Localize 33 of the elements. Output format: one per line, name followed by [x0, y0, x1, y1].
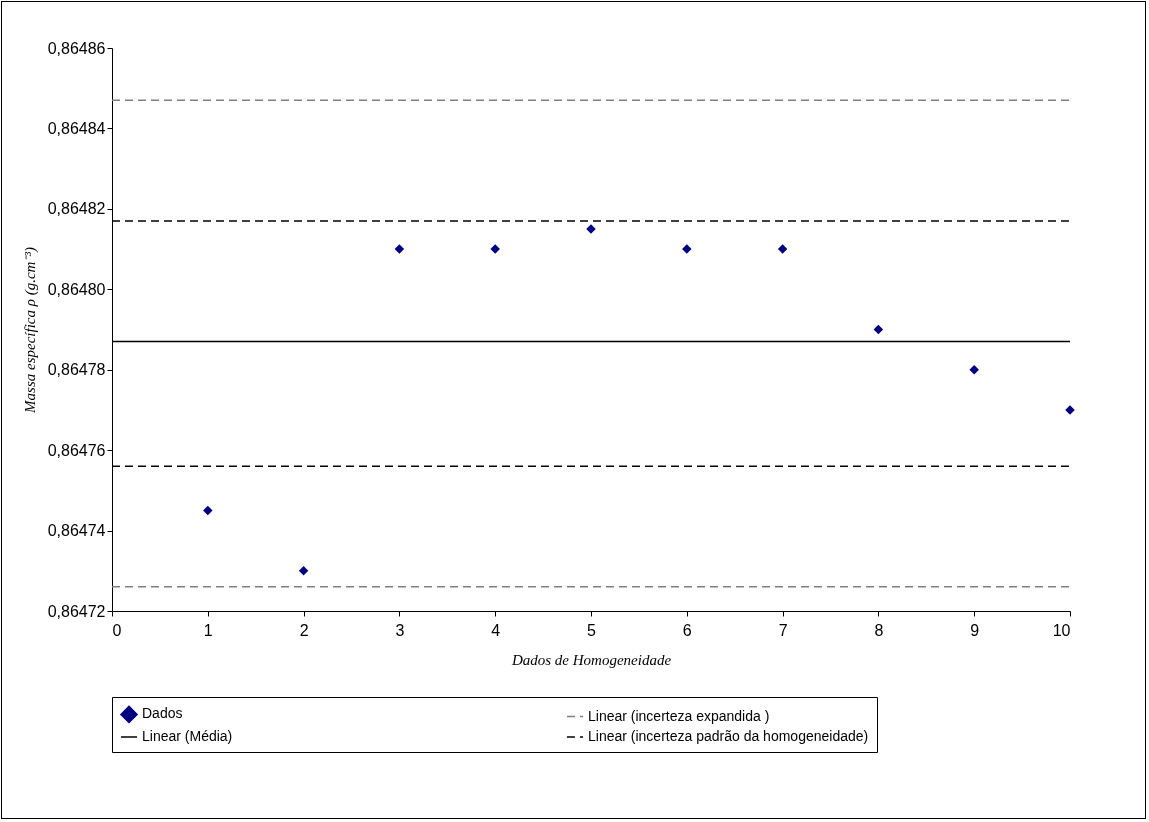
- y-tick-label: 0,86472: [47, 602, 106, 620]
- legend-label: Linear (Média): [142, 728, 233, 744]
- legend-label: Linear (incerteza expandida ): [588, 707, 770, 724]
- y-tick-label: 0,86486: [47, 39, 106, 57]
- x-tick-label: 6: [682, 621, 692, 639]
- x-tick-label: 1: [203, 621, 213, 639]
- point: [777, 244, 788, 254]
- x-tick-label: 10: [1052, 621, 1071, 639]
- x-tick-label: 8: [874, 621, 884, 639]
- legend-label: Linear (incerteza padrão da homogeneidade): [588, 728, 869, 744]
- point: [394, 244, 405, 254]
- point: [873, 324, 884, 335]
- x-tick-label: 2: [299, 621, 309, 639]
- x-tick-label: 4: [491, 621, 501, 639]
- x-tick-label: 3: [395, 621, 405, 639]
- y-tick-label: 0,86482: [47, 200, 106, 218]
- legend-label: Dados: [142, 705, 183, 722]
- point: [298, 566, 309, 576]
- y-tick-label: 0,86478: [47, 361, 106, 379]
- point: [969, 364, 979, 375]
- y-tick-label: 0,86474: [47, 522, 106, 540]
- y-tick-label: 0,86480: [47, 280, 106, 298]
- x-tick-label: 5: [587, 621, 597, 639]
- point: [682, 244, 692, 254]
- x-tick-label: 7: [778, 621, 788, 639]
- y-axis-title: Massa específica ρ (g.cm⁻³): [21, 247, 39, 414]
- point: [490, 244, 500, 254]
- y-tick-label: 0,86484: [47, 119, 106, 137]
- x-axis-title: Dados de Homogeneidade: [510, 651, 672, 668]
- x-tick-label: 0: [112, 621, 122, 639]
- y-tick-label: 0,86476: [47, 441, 106, 459]
- x-tick-label: 9: [970, 621, 980, 639]
- point: [203, 505, 213, 516]
